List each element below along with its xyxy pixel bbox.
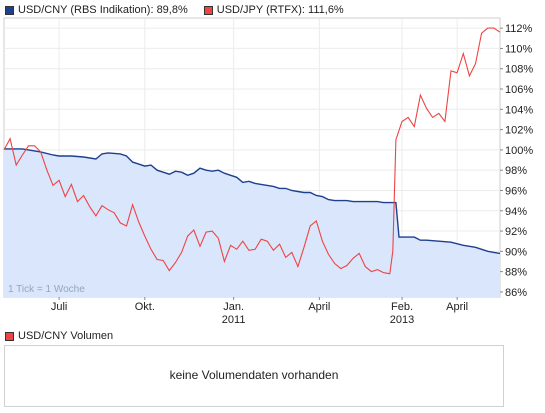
y-tick-label: 90% [505,246,527,258]
y-tick-label: 106% [505,84,533,96]
legend-swatch-usd-jpy [203,5,213,15]
legend-item-usd-cny[interactable]: USD/CNY (RBS Indikation): 89,8% [5,4,188,16]
x-tick-label: April [446,301,468,313]
y-tick-label: 94% [505,206,527,218]
chart-legend: USD/CNY (RBS Indikation): 89,8% USD/JPY … [5,3,360,17]
y-tick-label: 92% [505,226,527,238]
y-tick-label: 98% [505,165,527,177]
x-tick-label: Feb. [391,301,413,313]
price-chart-svg: 86% 88% 90% 92% 94% 96% 98% 100% 102% 104% 106% 108… [3,17,533,326]
volume-panel: keine Volumendaten vorhanden [4,345,504,407]
volume-legend: USD/CNY Volumen [5,330,113,342]
y-tick-label: 88% [505,267,527,279]
y-tick-label: 108% [505,64,533,76]
y-axis-ticks: 86% 88% 90% 92% 94% 96% 98% 100% 102% 104% 106% 108… [500,23,533,299]
legend-swatch-usd-cny [5,5,14,15]
volume-legend-swatch [5,331,14,341]
x-tick-label: Okt. [135,301,155,313]
usd-jpy-line [3,27,501,275]
x-tick-year-label: 2013 [390,314,414,326]
legend-item-usd-jpy[interactable]: USD/JPY (RTFX): 111,6% [203,4,344,16]
tick-note: 1 Tick = 1 Woche [8,284,85,295]
y-tick-label: 86% [505,287,527,299]
usd-cny-area [4,148,500,297]
x-tick-year-label: 2011 [222,314,246,326]
legend-label-usd-jpy: USD/JPY (RTFX): 111,6% [216,4,344,16]
volume-empty-message: keine Volumendaten vorhanden [169,368,339,382]
y-tick-label: 96% [505,185,527,197]
x-tick-label: Jan. [223,301,244,313]
x-tick-label: Juli [51,301,68,313]
legend-label-usd-cny: USD/CNY (RBS Indikation): 89,8% [18,4,188,16]
x-tick-label: April [308,301,330,313]
y-tick-label: 112% [505,23,533,35]
price-chart: 86% 88% 90% 92% 94% 96% 98% 100% 102% 104% 106% 108… [3,17,533,326]
volume-legend-label: USD/CNY Volumen [18,330,114,342]
x-axis-ticks: Juli Okt. Jan.2011 April Feb.2013 April [51,297,468,326]
usd-cny-line [4,148,501,255]
y-tick-label: 110% [505,43,533,55]
y-tick-label: 102% [505,125,533,137]
y-tick-label: 104% [505,104,533,116]
y-tick-label: 100% [505,145,533,157]
